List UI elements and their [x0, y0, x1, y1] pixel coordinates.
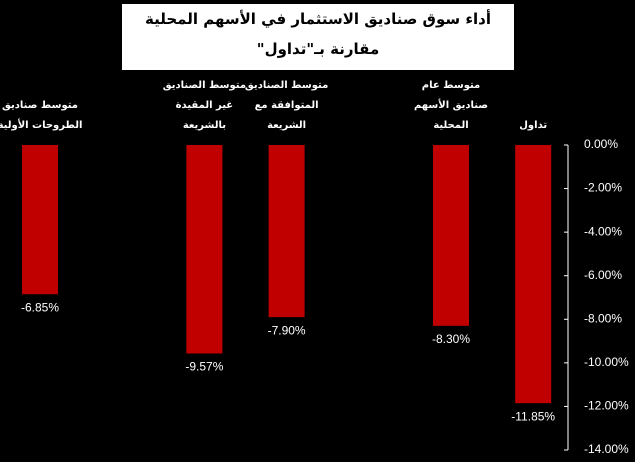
bar [186, 145, 223, 354]
chart-title: أداء سوق صناديق الاستثمار في الأسهم المح… [145, 10, 491, 58]
y-tick-label: -12.00% [584, 399, 629, 413]
y-tick-label: -14.00% [584, 442, 629, 456]
x-tick-label: متوسط الصناديق المتوافقة مع الشريعة [244, 80, 329, 131]
title-box: أداء سوق صناديق الاستثمار في الأسهم المح… [122, 4, 514, 88]
x-tick-label: متوسط صناديق الطروحات الأولية [0, 100, 83, 131]
x-tick-label: متوسط الصناديق غير المقيدة بالشريعة [162, 80, 247, 131]
x-tick-label: تداول [519, 120, 548, 131]
value-label: -8.30% [432, 332, 470, 346]
y-tick-label: -6.00% [584, 268, 622, 282]
value-label: -6.85% [21, 300, 59, 314]
y-tick-label: -4.00% [584, 224, 622, 238]
y-tick-label: 0.00% [584, 137, 618, 151]
y-tick-label: -2.00% [584, 181, 622, 195]
bar [22, 145, 58, 295]
y-tick-label: -8.00% [584, 311, 622, 325]
value-label: -9.57% [185, 360, 223, 374]
value-label: -11.85% [511, 409, 555, 423]
chart-subtitle: منذ بداية العام حتى فبراير [221, 70, 415, 88]
x-tick-label: متوسط عام صناديق الأسهم المحلية [413, 80, 489, 131]
value-label: -7.90% [268, 323, 306, 337]
y-tick-label: -10.00% [584, 355, 629, 369]
bar [268, 145, 305, 318]
bar [515, 145, 552, 404]
bar [433, 145, 469, 326]
